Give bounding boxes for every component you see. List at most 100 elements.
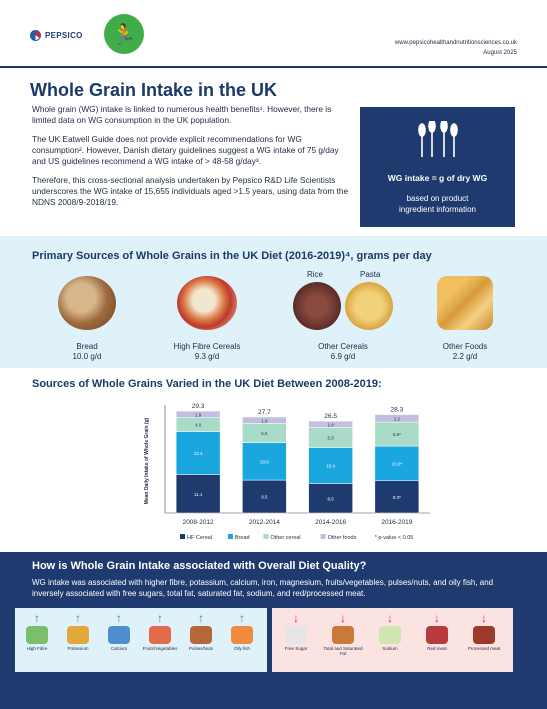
bar-segment [175,431,221,475]
nutrient-item: ↑ Fruits/Vegetables [140,612,180,651]
source-name: Bread [76,342,98,351]
bar-segment [308,420,353,428]
bar-value-label: 6.9* [393,432,401,437]
pasta-image [345,282,393,330]
bar-segment [242,479,287,514]
other-foods-image [437,276,493,330]
bar-total-label: 28.3 [391,407,404,414]
arrow-down-icon: ↓ [387,611,393,625]
arrow-up-icon: ↑ [116,611,122,625]
pepsico-globe-icon [30,30,41,41]
nutrient-item: ↓ Red meat [417,612,457,651]
bar-segment [374,445,420,482]
high-fibre-cereals-image [177,276,237,330]
bar-segment [175,474,221,514]
food-icon [332,626,354,644]
arrow-down-icon: ↓ [434,611,440,625]
food-icon [231,626,253,644]
arrow-up-icon: ↑ [157,611,163,625]
food-icon [426,626,448,644]
source-value: 9.3 g/d [194,352,220,361]
bar-value-label: 5.5 [261,431,268,436]
legend-label: Bread [235,535,250,541]
nutrient-item: ↓ Free Sugar [276,612,316,651]
bar-value-label: 8.5 [327,496,334,501]
legend-label: Other foods [328,535,357,541]
bar-value-label: 10.4 [326,464,335,469]
legend-swatch [227,534,233,539]
page-title: Whole Grain Intake in the UK [30,80,278,100]
source-value: 6.9 g/d [330,352,356,361]
y-axis-label: Mean Daily Intake of Whole Grain (g) [144,417,150,504]
arrow-up-icon: ↑ [239,611,245,625]
bar-segment [242,442,287,481]
bar-value-label: 10.8 [260,459,269,464]
header [0,0,547,68]
legend-label: HF Cereal [187,535,212,541]
wheat-icon [418,121,458,157]
bar-segment [308,483,353,514]
nutrient-label: Calcium [110,646,128,651]
wg-basis: based on product ingredient information [360,193,515,215]
food-icon [190,626,212,644]
bar-value-label: 9.3* [393,495,401,500]
x-tick-label: 2008-2012 [183,519,214,526]
source-item-other-foods: Other Foods 2.2 g/d [425,342,505,362]
sources-heading: Primary Sources of Whole Grains in the U… [32,250,432,262]
rice-image [293,282,341,330]
bar-value-label: 12.4 [194,451,203,456]
bar-value-label: 10.0* [392,461,403,466]
nutrient-item: ↑ Potassium [58,612,98,651]
bar-value-label: 1.9 [261,418,268,423]
bar-value-label: 1.8 [327,422,334,427]
source-item-high-fibre-cereals: High Fibre Cereals 9.3 g/d [162,342,252,362]
bar-segment [308,447,353,484]
website-url[interactable]: www.pepsicohealthandnutritionsciences.co… [394,40,517,46]
bar-total-label: 26.5 [324,413,337,420]
negative-associations-panel: ↓ Free Sugar ↓ Total and Saturated Fat ↓ Sodi… [272,608,513,672]
intro-paragraph-2: The UK Eatwell Guide does not provide ex… [32,134,339,166]
arrow-up-icon: ↑ [75,611,81,625]
source-name: Other Foods [442,342,488,351]
bar-value-label: 9.5 [261,495,268,500]
bar-total-label: 29.3 [192,403,205,410]
food-icon [473,626,495,644]
bread-image [58,276,116,330]
publication-date: August 2025 [483,50,517,56]
nutrient-item: ↑ High Fibre [17,612,57,651]
bar-segment [374,414,420,423]
pasta-label: Pasta [360,270,381,279]
bar-value-label: 1.9 [195,412,202,417]
arrow-down-icon: ↓ [340,611,346,625]
positive-associations-panel: ↑ High Fibre ↑ Potassium ↑ Calcium ↑ Fruits/Veg… [15,608,267,672]
nutrient-item: ↓ Sodium [370,612,410,651]
pepsico-logo: PEPSICO [30,30,83,41]
nutrient-label: Total and Saturated Fat [323,646,363,656]
bar-value-label: 11.1 [194,492,203,497]
bar-total-label: 27.7 [258,409,271,416]
food-icon [379,626,401,644]
nutrient-label: Fruits/Vegetables [142,646,178,651]
nutrient-label: Sodium [382,646,398,651]
legend-label: Other cereal [270,535,300,541]
food-icon [285,626,307,644]
nutrient-label: Pulses/Nuts [188,646,213,651]
intro-paragraph-3: Therefore, this cross-sectional analysis… [32,175,349,207]
wg-definition-box: WG intake = g of dry WG based on product… [360,107,515,227]
bar-segment [242,416,287,424]
legend-swatch [180,534,185,539]
bar-value-label: 5.8 [327,435,334,440]
intro-paragraph-1: Whole grain (WG) intake is linked to num… [32,104,332,125]
food-icon [67,626,89,644]
legend-swatch [263,534,269,539]
source-name: High Fibre Cereals [173,342,241,351]
nutrient-item: ↑ Oily fish [222,612,262,651]
nutrient-item: ↑ Pulses/Nuts [181,612,221,651]
rice-label: Rice [307,270,324,279]
x-tick-label: 2012-2014 [249,519,280,526]
source-item-bread: Bread 10.0 g/d [47,342,127,362]
bar-value-label: 2.2 [394,416,401,421]
food-icon [26,626,48,644]
nutrient-item: ↓ Total and Saturated Fat [323,612,363,656]
arrow-up-icon: ↑ [34,611,40,625]
